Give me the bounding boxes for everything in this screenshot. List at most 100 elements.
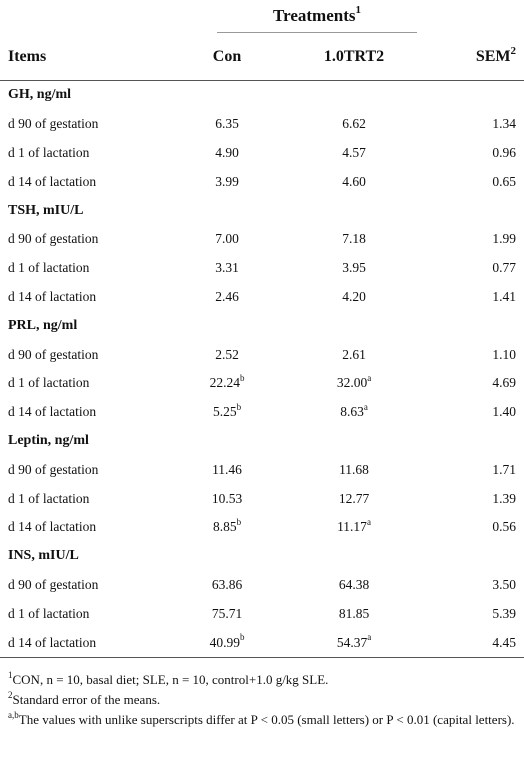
trt-value-cell: 4.20 (264, 283, 444, 312)
row-item: d 90 of gestation (8, 116, 99, 132)
table-row: d 1 of lactation 22.24b 32.00a 4.69 (0, 369, 524, 398)
hormone-table: Treatments1 Items Con 1.0TRT2 SEM2 GH, n… (0, 0, 524, 658)
items-header: Items (0, 34, 190, 81)
trt-value: 64.38 (338, 576, 370, 592)
con-value-cell: 4.90 (190, 139, 264, 168)
table-row: d 90 of gestation 2.52 2.61 1.10 (0, 340, 524, 369)
trt-value: 81.85 (338, 605, 370, 621)
row-item: d 1 of lactation (8, 375, 90, 391)
sem-value: 0.56 (492, 519, 516, 535)
table-body: GH, ng/ml d 90 of gestation 6.35 6.62 1.34 d … (0, 81, 524, 658)
row-item: d 14 of lactation (8, 173, 97, 189)
trt-header: 1.0TRT2 (264, 34, 444, 81)
treatments-sup: 1 (355, 3, 361, 16)
con-value-cell: 63.86 (190, 571, 264, 600)
con-value: 6.35 (215, 116, 239, 132)
trt-value-cell: 7.18 (264, 225, 444, 254)
trt-value: 8.63 (340, 404, 364, 420)
con-value-cell: 5.25b (190, 398, 264, 427)
trt-value-cell: 6.62 (264, 110, 444, 139)
sem-value: 0.77 (492, 260, 516, 276)
group-row: TSH, mIU/L (0, 196, 524, 225)
table-row: d 14 of lactation 3.99 4.60 0.65 (0, 167, 524, 196)
row-item: d 1 of lactation (8, 260, 90, 276)
row-item: d 90 of gestation (8, 576, 99, 592)
table-row: d 90 of gestation 7.00 7.18 1.99 (0, 225, 524, 254)
row-item: d 90 of gestation (8, 346, 99, 362)
con-value: 22.24 (209, 375, 240, 391)
sem-value: 4.45 (444, 628, 524, 658)
table-row: d 14 of lactation 40.99b 54.37a 4.45 (0, 628, 524, 658)
trt-value-cell: 32.00a (264, 369, 444, 398)
trt-value-cell: 4.57 (264, 139, 444, 168)
trt-value: 4.20 (342, 288, 366, 304)
footnote-sup: a,b (8, 709, 19, 720)
trt-value-cell: 2.61 (264, 340, 444, 369)
footnote-text: The values with unlike superscripts diff… (18, 711, 515, 727)
sem-value: 4.69 (492, 375, 516, 391)
group-row: PRL, ng/ml (0, 311, 524, 340)
trt-value: 32.00 (336, 375, 368, 391)
sem-value: 1.41 (492, 288, 516, 304)
footnote: 2Standard error of the means. (8, 690, 516, 709)
group-row: GH, ng/ml (0, 81, 524, 110)
con-value-cell: 3.99 (190, 167, 264, 196)
con-value-cell: 2.52 (190, 340, 264, 369)
table-row: d 1 of lactation 10.53 12.77 1.39 (0, 484, 524, 513)
sem-value: 1.39 (492, 490, 516, 506)
con-value-cell: 7.00 (190, 225, 264, 254)
row-item: d 14 of lactation (0, 628, 190, 658)
table-row: d 1 of lactation 4.90 4.57 0.96 (0, 139, 524, 168)
footnote-text: CON, n = 10, basal diet; SLE, n = 10, co… (12, 671, 329, 687)
treatments-label: Treatments (273, 5, 356, 25)
table-row: d 90 of gestation 11.46 11.68 1.71 (0, 455, 524, 484)
table-row: d 14 of lactation 5.25b 8.63a 1.40 (0, 398, 524, 427)
con-value: 5.25 (212, 404, 237, 420)
con-sup: b (239, 632, 245, 643)
trt-value: 11.68 (339, 461, 369, 477)
trt-value: 11.17 (337, 519, 367, 535)
row-item: d 90 of gestation (8, 461, 99, 477)
trt-value-cell: 11.68 (264, 455, 444, 484)
con-value: 8.85 (212, 519, 237, 535)
con-value: 10.53 (211, 490, 243, 506)
trt-sup: a (367, 372, 372, 383)
trt-value: 12.77 (338, 490, 370, 506)
sem-label: SEM (475, 48, 511, 65)
trt-sup: a (367, 632, 372, 643)
group-title: INS, mIU/L (8, 548, 79, 564)
table-footnotes: 1CON, n = 10, basal diet; SLE, n = 10, c… (0, 658, 524, 729)
con-value-cell: 2.46 (190, 283, 264, 312)
footnote-text: Standard error of the means. (12, 691, 161, 707)
sem-value: 3.50 (492, 576, 516, 592)
table-row: d 90 of gestation 6.35 6.62 1.34 (0, 110, 524, 139)
row-item: d 14 of lactation (8, 404, 97, 420)
con-value: 7.00 (215, 231, 239, 247)
trt-sup: a (363, 401, 368, 412)
trt-value: 6.62 (342, 116, 366, 132)
con-value-cell: 40.99b (190, 628, 264, 658)
header-row-treatments: Treatments1 (0, 0, 524, 34)
group-title: GH, ng/ml (8, 87, 72, 103)
row-item: d 90 of gestation (8, 231, 99, 247)
con-sup: b (236, 516, 242, 527)
group-title: TSH, mIU/L (8, 202, 84, 218)
trt-value: 54.37 (336, 634, 368, 650)
footnote-sup: 2 (8, 689, 13, 700)
table-row: d 14 of lactation 8.85b 11.17a 0.56 (0, 513, 524, 542)
con-value: 4.90 (215, 144, 239, 160)
group-row: Leptin, ng/ml (0, 427, 524, 456)
trt-value-cell: 11.17a (264, 513, 444, 542)
footnote-sup: 1 (8, 669, 13, 680)
group-title: PRL, ng/ml (8, 317, 78, 333)
con-value-cell: 6.35 (190, 110, 264, 139)
footnote: 1CON, n = 10, basal diet; SLE, n = 10, c… (8, 670, 516, 689)
sem-value: 0.96 (492, 144, 516, 160)
con-sup: b (236, 401, 242, 412)
con-value: 40.99 (209, 634, 240, 650)
con-value-cell: 10.53 (190, 484, 264, 513)
trt-value-cell: 54.37a (264, 628, 444, 658)
trt-value-cell: 64.38 (264, 571, 444, 600)
con-value: 11.46 (212, 461, 242, 477)
